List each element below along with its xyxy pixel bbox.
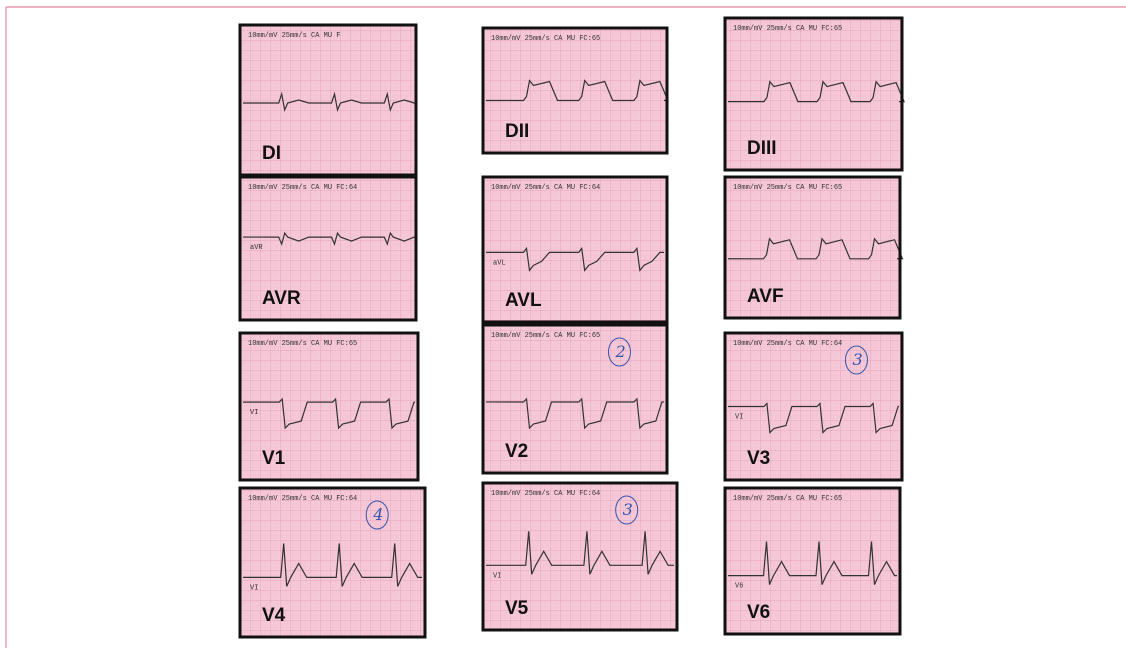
ecg-panel: 10mm/mV 25mm/s CA MU FC:65 2 V2: [483, 325, 667, 473]
lead-label: V3: [747, 448, 770, 469]
ecg-panel: 10mm/mV 25mm/s CA MU F DI: [240, 25, 416, 175]
strip-label: VI: [735, 414, 743, 422]
ecg-panel: 10mm/mV 25mm/s CA MU FC:65 V6 V6: [725, 488, 900, 634]
lead-label: DIII: [747, 138, 777, 159]
strip-header: 10mm/mV 25mm/s CA MU FC:64: [248, 495, 357, 503]
ecg-panel: 10mm/mV 25mm/s CA MU FC:64 VI 4 V4: [240, 488, 425, 637]
lead-label: V6: [747, 602, 770, 623]
annotation: 2: [614, 342, 625, 361]
figure: 10mm/mV 25mm/s CA MU FDI10mm/mV 25mm/s C…: [0, 0, 1126, 648]
ecg-panel: 10mm/mV 25mm/s CA MU FC:65 VI V1: [240, 333, 418, 480]
lead-label: V4: [262, 605, 286, 626]
lead-label: V2: [505, 441, 528, 462]
ecg-panel: 10mm/mV 25mm/s CA MU FC:65 DIII: [725, 18, 904, 170]
lead-label: AVF: [747, 286, 784, 307]
ecg-panel: 10mm/mV 25mm/s CA MU FC:64 VI 3 V5: [483, 483, 677, 630]
strip-header: 10mm/mV 25mm/s CA MU F: [248, 32, 340, 40]
strip-label: VI: [250, 584, 258, 592]
strip-label: VI: [493, 572, 501, 580]
lead-label: AVL: [505, 290, 542, 311]
ecg-panel: 10mm/mV 25mm/s CA MU FC:64 aVR AVR: [240, 177, 416, 320]
annotation: 4: [372, 505, 383, 524]
strip-header: 10mm/mV 25mm/s CA MU FC:65: [733, 495, 842, 503]
ecg-panel: 10mm/mV 25mm/s CA MU FC:65 DII: [483, 28, 668, 153]
annotation: 3: [852, 350, 862, 369]
strip-header: 10mm/mV 25mm/s CA MU FC:65: [491, 35, 600, 43]
strip-header: 10mm/mV 25mm/s CA MU FC:64: [248, 184, 357, 192]
strip-header: 10mm/mV 25mm/s CA MU FC:65: [733, 25, 842, 33]
strip-header: 10mm/mV 25mm/s CA MU FC:65: [248, 340, 357, 348]
ecg-panel: 10mm/mV 25mm/s CA MU FC:65 AVF: [725, 177, 903, 318]
strip-label: VI: [250, 409, 258, 417]
lead-label: V1: [262, 448, 286, 469]
annotation: 3: [623, 500, 633, 519]
strip-header: 10mm/mV 25mm/s CA MU FC:65: [491, 332, 600, 340]
lead-label: DI: [262, 143, 281, 164]
strip-header: 10mm/mV 25mm/s CA MU FC:64: [491, 490, 600, 498]
strip-label: aVR: [250, 244, 263, 252]
ecg-panel: 10mm/mV 25mm/s CA MU FC:64 VI 3 V3: [725, 333, 902, 480]
strip-header: 10mm/mV 25mm/s CA MU FC:64: [491, 184, 600, 192]
strip-header: 10mm/mV 25mm/s CA MU FC:65: [733, 184, 842, 192]
strip-label: aVL: [493, 259, 506, 267]
lead-label: AVR: [262, 288, 301, 309]
lead-label: DII: [505, 121, 529, 142]
strip-header: 10mm/mV 25mm/s CA MU FC:64: [733, 340, 842, 348]
ecg-panel: 10mm/mV 25mm/s CA MU FC:64 aVL AVL: [483, 177, 667, 322]
strip-label: V6: [735, 583, 743, 591]
lead-label: V5: [505, 598, 529, 619]
